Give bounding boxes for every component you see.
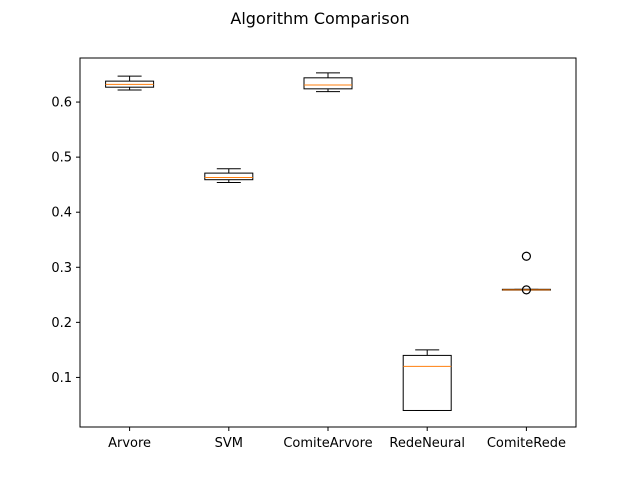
- x-tick-label: Arvore: [108, 436, 151, 451]
- plot-frame: [79, 57, 577, 428]
- y-tick-label: 0.5: [51, 151, 72, 166]
- plot-area: [80, 58, 576, 427]
- box-iqr: [204, 172, 254, 181]
- axes: Arvore SVM ComiteArvore RedeNeural ComiteRed…: [51, 96, 566, 451]
- box-Arvore: [105, 75, 155, 91]
- x-tick-label: ComiteArvore: [283, 436, 372, 451]
- box-SVM: [204, 168, 254, 183]
- y-tick-label: 0.2: [51, 316, 72, 331]
- x-tick-label: ComiteRede: [487, 436, 566, 451]
- x-tick-label: SVM: [215, 436, 243, 451]
- box-iqr: [303, 77, 353, 90]
- y-tick-label: 0.3: [51, 261, 72, 276]
- chart-title: Algorithm Comparison: [230, 9, 409, 28]
- box-marks: [105, 72, 551, 411]
- y-tick-label: 0.4: [51, 206, 72, 221]
- y-tick-label: 0.1: [51, 371, 72, 386]
- box-RedeNeural: [402, 349, 452, 411]
- box-ComiteRede: [501, 251, 551, 295]
- x-tick-label: RedeNeural: [389, 436, 465, 451]
- box-ComiteArvore: [303, 72, 353, 93]
- flier-point: [521, 285, 532, 295]
- y-tick-label: 0.6: [51, 96, 72, 111]
- flier-point: [521, 251, 532, 261]
- box-iqr: [402, 354, 452, 411]
